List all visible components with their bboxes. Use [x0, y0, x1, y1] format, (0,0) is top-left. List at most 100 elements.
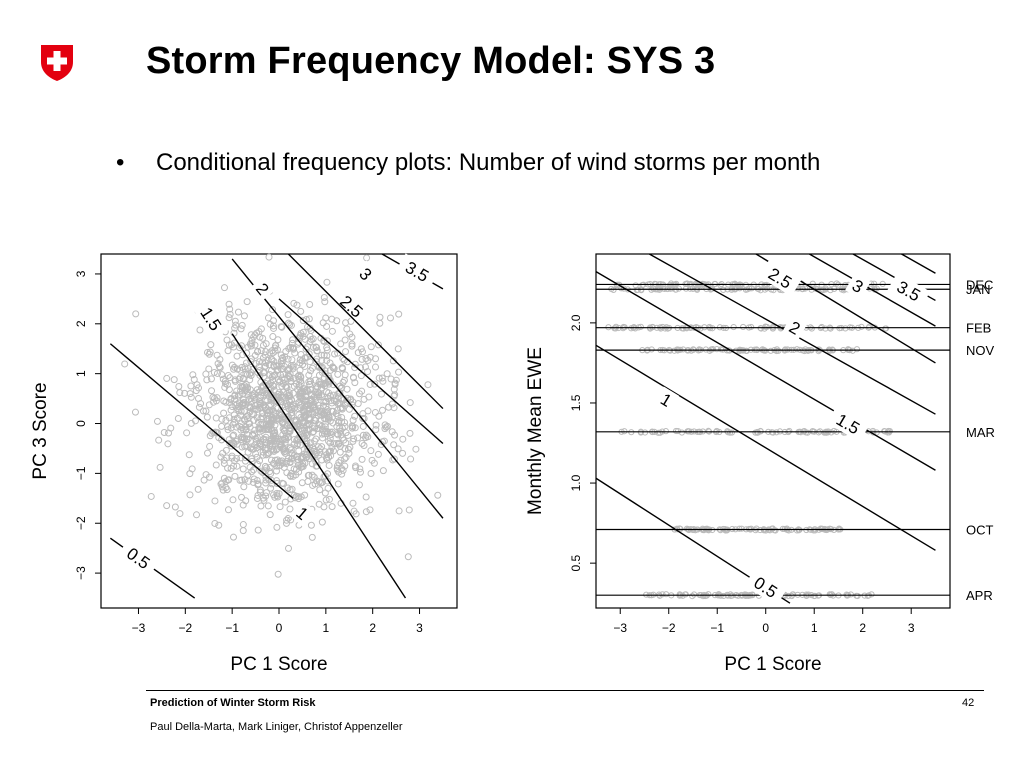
data-point [239, 465, 247, 473]
data-point [266, 511, 274, 519]
data-point [338, 364, 346, 372]
data-point [820, 286, 827, 294]
data-point [227, 406, 235, 414]
data-point [233, 462, 241, 470]
data-point [287, 516, 295, 524]
data-point [239, 501, 247, 509]
data-point [434, 491, 442, 499]
data-point [395, 368, 403, 376]
data-point [248, 337, 256, 345]
data-point [675, 285, 682, 292]
data-point [282, 519, 290, 527]
data-point [387, 375, 395, 383]
data-point [317, 380, 325, 388]
data-point [224, 347, 232, 355]
contour-label-bg [395, 253, 439, 290]
data-point [766, 527, 773, 534]
data-point [267, 456, 275, 464]
data-point [299, 361, 307, 369]
data-point [292, 416, 300, 424]
data-point [735, 592, 742, 599]
data-point [306, 416, 314, 424]
data-point [265, 253, 273, 261]
data-point [324, 484, 332, 492]
data-point [270, 372, 278, 380]
data-point [300, 404, 308, 412]
data-point [372, 426, 380, 434]
data-point [276, 503, 284, 511]
data-point [260, 392, 268, 400]
x-tick-label: 1 [811, 621, 818, 635]
data-point [641, 429, 649, 436]
data-point [332, 398, 340, 406]
data-point [213, 394, 221, 402]
data-point [366, 380, 374, 388]
data-point [371, 408, 379, 416]
data-point [315, 363, 323, 371]
data-point [240, 415, 248, 423]
data-point [730, 323, 737, 331]
data-point [343, 325, 351, 333]
data-point [270, 447, 278, 455]
data-point [225, 436, 233, 444]
data-point [176, 510, 184, 518]
data-point [285, 391, 293, 399]
data-point [222, 398, 230, 406]
data-point [307, 521, 315, 529]
data-point [226, 310, 234, 318]
data-point [321, 298, 329, 306]
data-point [376, 319, 384, 327]
data-point [882, 325, 889, 332]
data-point [307, 395, 315, 403]
data-point [230, 343, 238, 351]
data-point [826, 591, 833, 598]
data-point [696, 346, 703, 353]
data-point [362, 508, 370, 516]
data-point [298, 479, 306, 487]
data-point [236, 476, 244, 484]
data-point [204, 449, 212, 457]
data-point [200, 476, 208, 484]
data-point [285, 389, 293, 397]
footer-authors: Paul Della-Marta, Mark Liniger, Christof… [150, 721, 403, 733]
data-point [365, 393, 373, 401]
data-point [391, 391, 399, 399]
data-point [406, 429, 414, 437]
data-point [230, 415, 238, 423]
data-point [186, 491, 194, 499]
data-point [245, 477, 253, 485]
data-point [212, 414, 220, 422]
data-point [274, 336, 282, 344]
data-point [399, 435, 407, 443]
data-point [390, 404, 398, 412]
data-point [349, 423, 357, 431]
data-point [266, 389, 274, 397]
data-point [330, 391, 338, 399]
data-point [289, 336, 297, 344]
data-point [247, 358, 255, 366]
data-point [230, 457, 238, 465]
data-point [286, 398, 294, 406]
data-point [349, 437, 357, 445]
data-point [362, 431, 370, 439]
data-point [375, 374, 383, 382]
data-point [342, 453, 350, 461]
data-point [265, 402, 273, 410]
data-point [809, 280, 816, 287]
data-point [407, 455, 415, 463]
data-point [254, 481, 262, 489]
data-point [853, 592, 860, 599]
data-point [236, 391, 244, 399]
data-point [336, 382, 344, 390]
data-point [260, 436, 268, 444]
data-point [285, 345, 293, 353]
data-point [763, 285, 771, 292]
data-point [262, 472, 270, 480]
data-point [253, 329, 261, 337]
y-tick-label: 1.5 [569, 394, 583, 411]
x-tick-label: −1 [710, 621, 724, 635]
data-point [328, 503, 336, 511]
data-point [383, 422, 391, 430]
data-point [131, 408, 139, 416]
